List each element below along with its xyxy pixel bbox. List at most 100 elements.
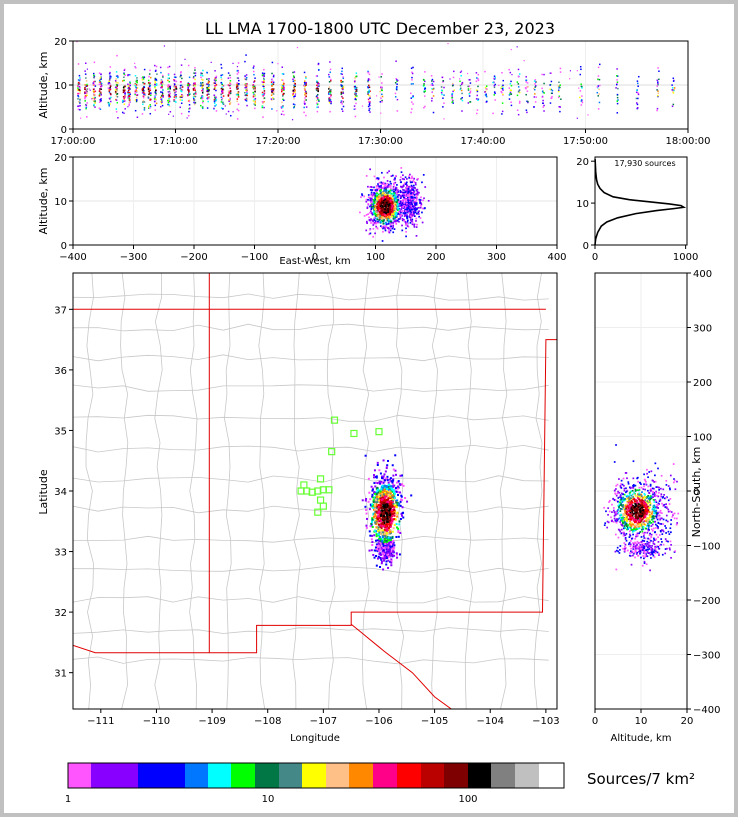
source-point xyxy=(389,503,392,506)
source-point xyxy=(383,198,386,201)
source-point xyxy=(379,194,382,197)
source-point xyxy=(377,519,380,522)
source-point xyxy=(619,514,621,517)
source-point xyxy=(657,527,659,530)
source-point xyxy=(411,177,414,179)
source-point xyxy=(403,178,406,181)
source-point xyxy=(76,89,79,91)
source-point xyxy=(624,508,626,511)
source-point xyxy=(404,214,407,216)
source-point xyxy=(181,95,184,97)
source-point xyxy=(403,193,406,196)
source-point xyxy=(410,192,412,195)
flash-column xyxy=(353,72,358,118)
source-point xyxy=(387,459,390,462)
source-point xyxy=(390,210,393,213)
source-point xyxy=(272,74,275,77)
source-point xyxy=(161,80,163,83)
source-point xyxy=(380,218,383,220)
source-point xyxy=(389,491,392,494)
source-point xyxy=(369,525,372,528)
source-point xyxy=(647,476,649,479)
source-point xyxy=(84,86,86,89)
source-point xyxy=(127,106,129,108)
flash-column xyxy=(192,67,197,106)
source-point xyxy=(580,99,583,101)
source-point xyxy=(194,82,196,84)
source-point xyxy=(375,211,377,213)
source-point xyxy=(168,98,170,101)
source-point xyxy=(175,96,177,98)
source-point xyxy=(383,205,386,207)
source-point xyxy=(123,112,125,114)
source-point xyxy=(375,190,378,193)
source-point xyxy=(318,100,320,102)
source-point xyxy=(141,113,144,115)
source-point xyxy=(215,104,217,106)
county-line xyxy=(396,273,405,709)
source-point xyxy=(187,89,189,91)
county-line xyxy=(464,273,473,709)
source-point xyxy=(469,79,471,81)
source-point xyxy=(387,245,389,247)
source-point xyxy=(409,215,412,217)
source-point xyxy=(328,101,331,104)
source-point xyxy=(390,539,393,542)
county-line xyxy=(292,273,301,709)
source-point xyxy=(376,505,379,508)
source-point xyxy=(192,84,195,87)
flash-column xyxy=(498,46,525,107)
source-point xyxy=(377,512,380,515)
source-point xyxy=(399,210,402,212)
source-point xyxy=(200,83,202,85)
source-point xyxy=(420,202,422,205)
source-point xyxy=(213,102,216,104)
source-point xyxy=(293,76,295,79)
source-point xyxy=(200,76,202,78)
source-point xyxy=(388,519,391,522)
source-point xyxy=(283,99,285,102)
source-point xyxy=(221,82,223,85)
source-point xyxy=(625,491,627,494)
source-point xyxy=(392,199,394,201)
source-point xyxy=(641,525,644,528)
source-point xyxy=(393,508,396,511)
source-point xyxy=(374,513,377,516)
source-point xyxy=(404,195,407,197)
source-point xyxy=(399,215,402,217)
source-point xyxy=(379,221,382,224)
source-point xyxy=(400,211,402,214)
county-line xyxy=(362,273,370,709)
source-point xyxy=(392,539,395,542)
source-point xyxy=(643,485,645,488)
source-point xyxy=(282,110,284,113)
source-point xyxy=(388,217,391,220)
source-point xyxy=(385,563,388,566)
source-point xyxy=(403,218,405,221)
source-point xyxy=(84,70,86,72)
source-point xyxy=(400,185,402,188)
source-point xyxy=(93,103,95,106)
source-point xyxy=(411,108,413,110)
source-point xyxy=(155,83,158,85)
source-point xyxy=(385,539,388,542)
source-point xyxy=(236,83,239,86)
source-point xyxy=(401,499,404,502)
source-point xyxy=(404,209,407,211)
source-point xyxy=(549,102,552,104)
source-point xyxy=(452,76,455,79)
source-point xyxy=(395,523,398,526)
source-point xyxy=(114,89,117,91)
source-point xyxy=(393,554,396,557)
source-point xyxy=(389,220,392,223)
source-point xyxy=(186,117,188,119)
source-point xyxy=(383,225,386,228)
source-point xyxy=(389,219,392,222)
source-point xyxy=(376,544,379,547)
source-point xyxy=(393,200,396,203)
source-point xyxy=(381,205,384,208)
source-point xyxy=(381,496,384,499)
source-point xyxy=(397,204,400,207)
source-point xyxy=(656,109,658,112)
latitude-tick-label: 36 xyxy=(54,366,67,377)
